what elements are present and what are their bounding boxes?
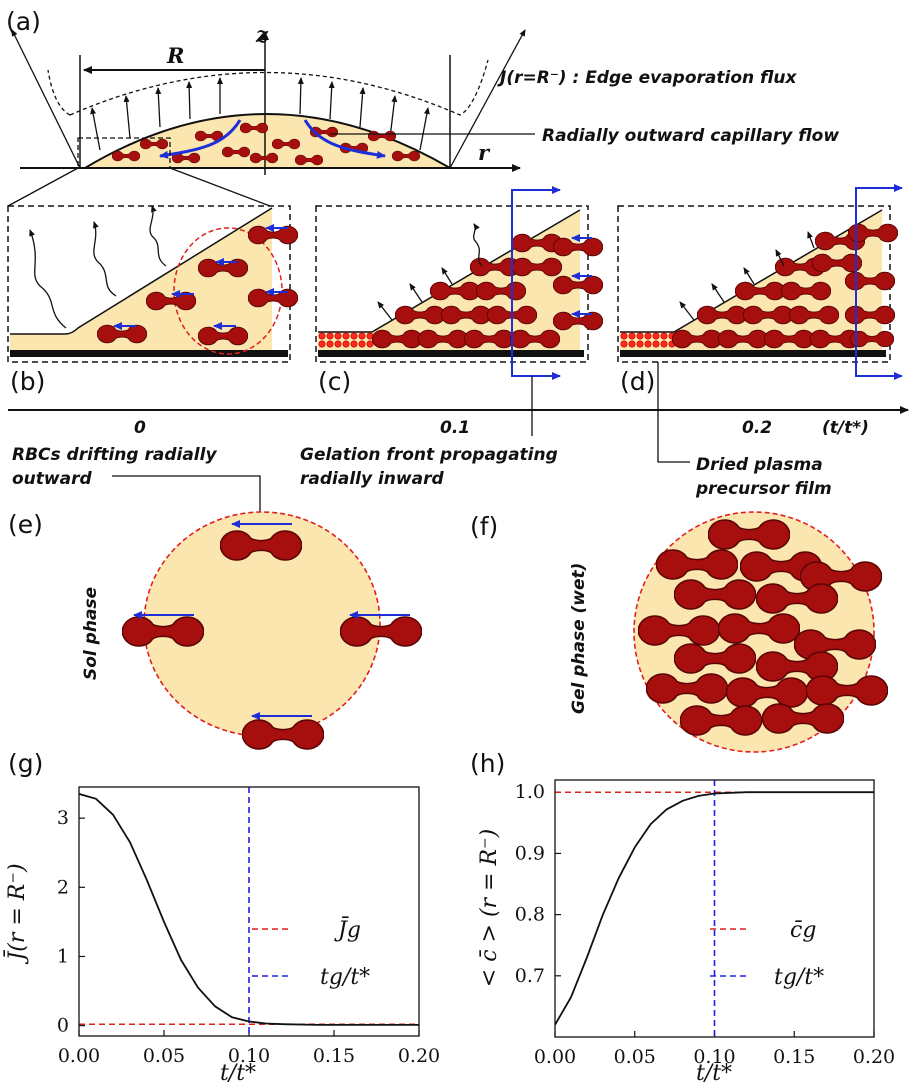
- panel-c-gelation: (c): [315, 186, 603, 396]
- legend-h-entry-1: c̄g: [790, 918, 816, 943]
- chart-h-legend: c̄g tg/t*: [710, 918, 824, 990]
- flux-label: J(r=R⁻) : Edge evaporation flux: [497, 68, 798, 88]
- chart-h-ylabel: < c̄ > (r = R⁻): [477, 829, 502, 987]
- y-tick-label: 0.8: [515, 904, 545, 926]
- x-tick-label: 0.10: [228, 1045, 270, 1067]
- chart-h-xlabel: t/t*: [696, 1061, 732, 1086]
- chart-h: (h) 0.00 0.05 0.10 0.15 0.20 0.7 0.8 0.9 1.0 c̄g…: [470, 749, 895, 1086]
- drift-arrows-e: [133, 520, 410, 720]
- rbc-e-right: [340, 616, 422, 647]
- chart-g-xlabel: t/t*: [220, 1061, 256, 1086]
- film-dots-d: [620, 332, 676, 348]
- panel-label-c: (c): [318, 367, 351, 396]
- drift-arrows-c: [571, 234, 592, 318]
- x-tick-label: 0.10: [693, 1046, 735, 1068]
- x-tick-label: 0.05: [614, 1046, 656, 1068]
- timeline-tick-0: 0: [134, 418, 146, 438]
- legend-h-entry-2: tg/t*: [774, 965, 824, 990]
- rbc-drift-label-line1: RBCs drifting radially: [12, 445, 217, 465]
- panel-e-sol-phase: (e) Sol phase: [8, 510, 422, 750]
- gelation-label-line1: Gelation front propagating: [300, 445, 558, 465]
- flux-envelope: [47, 59, 489, 116]
- capillary-arrow-right: [303, 119, 386, 159]
- gel-phase-label: Gel phase (wet): [569, 563, 589, 714]
- zoom-line-left: [7, 167, 79, 207]
- timeline-tick-1: 0.1: [440, 418, 470, 438]
- panel-f-gel-phase: (f) Gel phase (wet): [470, 511, 888, 753]
- x-tick-label: 0.00: [58, 1045, 100, 1067]
- z-axis-label: z: [255, 22, 269, 47]
- edge-flux-right: [449, 29, 526, 169]
- drift-arrows-b: [113, 224, 288, 330]
- legend-g-entry-2: tg/t*: [320, 965, 370, 990]
- panel-label-b: (b): [10, 367, 45, 396]
- chart-h-ticks: 0.00 0.05 0.10 0.15 0.20 0.7 0.8 0.9 1.0: [515, 781, 895, 1068]
- capillary-arrow-left: [159, 119, 242, 159]
- timeline: 0 0.1 0.2 (t/t*) RBCs drifting radially …: [8, 362, 909, 522]
- y-tick-label: 0.7: [515, 965, 545, 987]
- chart-g-ticks: 0.00 0.05 0.10 0.15 0.20 0 1 2 3: [57, 807, 440, 1067]
- y-tick-label: 0: [57, 1015, 69, 1037]
- chart-g-frame: [78, 786, 420, 1037]
- capillary-label: Radially outward capillary flow: [542, 126, 839, 146]
- dried-film-label-line2: precursor film: [695, 479, 832, 499]
- wedge-d: [620, 210, 882, 352]
- panel-b-edge-sol: (b): [7, 205, 298, 396]
- y-tick-label: 3: [57, 807, 69, 829]
- panel-label-a: (a): [6, 7, 41, 36]
- radius-label: R: [166, 43, 184, 68]
- chart-h-frame: [554, 779, 875, 1038]
- chart-g-ylabel: J̄(r = R⁻): [3, 863, 30, 964]
- rbc-drift-label-line2: outward: [12, 469, 92, 489]
- panel-a-schematic: (a) R z r J(r=R⁻) : Edge evaporation flu…: [6, 7, 839, 207]
- panel-label-e: (e): [8, 510, 43, 539]
- wedge-b: [10, 208, 272, 352]
- substrate-c: [318, 350, 584, 357]
- panel-label-h: (h): [470, 749, 505, 778]
- dried-film-leader: [657, 362, 690, 463]
- y-tick-label: 0.9: [515, 842, 545, 864]
- legend-g-entry-1: J̄g: [334, 916, 361, 943]
- sol-phase-label: Sol phase: [81, 587, 101, 680]
- chart-g-series-line: [79, 793, 419, 1026]
- panel-label-f: (f): [470, 512, 498, 541]
- panel-label-g: (g): [8, 749, 43, 778]
- zoom-box: [77, 137, 171, 169]
- substrate-d: [620, 350, 886, 357]
- rbc-drift-leader: [112, 475, 261, 522]
- chart-h-series-line: [555, 791, 874, 1026]
- zoom-line-right: [169, 167, 271, 207]
- x-tick-label: 0.00: [534, 1046, 576, 1068]
- x-tick-label: 0.15: [773, 1046, 815, 1068]
- x-tick-label: 0.05: [143, 1045, 185, 1067]
- evaporation-arrows-c: [377, 223, 483, 321]
- film-dots-c: [318, 332, 374, 348]
- x-tick-label: 0.20: [853, 1046, 895, 1068]
- x-tick-label: 0.20: [398, 1045, 440, 1067]
- r-axis-label: r: [478, 140, 491, 165]
- substrate-b: [10, 350, 288, 357]
- timeline-axis-label: (t/t*): [822, 418, 869, 438]
- edge-flux-left: [11, 29, 81, 169]
- y-tick-label: 1: [57, 945, 69, 967]
- timeline-tick-2: 0.2: [742, 418, 772, 438]
- dried-film-label-line1: Dried plasma: [696, 455, 823, 475]
- chart-g: (g) 0.00 0.05 0.10 0.15 0.20 0 1 2 3 J̄g tg/t* t…: [3, 749, 440, 1086]
- x-tick-label: 0.15: [313, 1045, 355, 1067]
- chart-g-legend: J̄g tg/t*: [252, 916, 370, 990]
- panel-b-frame: [7, 205, 291, 363]
- evaporation-arrows-d: [679, 231, 815, 321]
- y-tick-label: 2: [57, 876, 69, 898]
- y-tick-label: 1.0: [515, 781, 545, 803]
- panel-label-d: (d): [620, 367, 655, 396]
- panel-d-gelation: (d): [617, 184, 903, 396]
- wedge-c: [318, 210, 580, 352]
- gelation-label-line2: radially inward: [300, 469, 444, 489]
- evaporation-waves-b: [29, 205, 167, 329]
